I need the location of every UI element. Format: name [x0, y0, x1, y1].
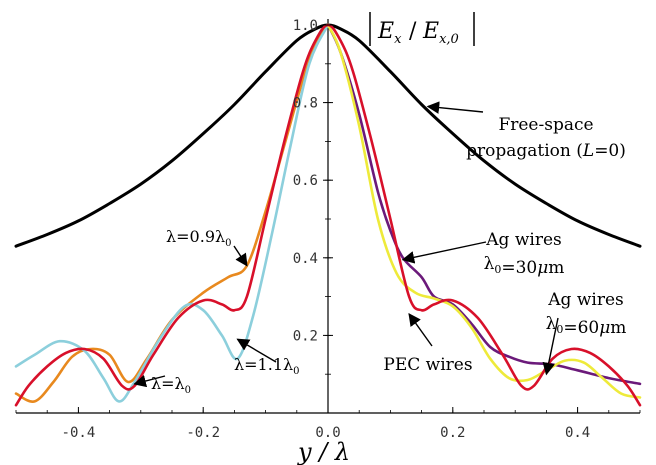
annotation-ag-30: Ag wires λ0=30μm: [401, 230, 565, 278]
annotation-lambda-09: λ=0.9λ0: [166, 227, 248, 267]
annotation-ag-60: Ag wires λ0=60μm: [542, 290, 627, 376]
x-tick-label: -0.2: [186, 425, 220, 441]
annotation-label: Free-space: [498, 115, 593, 135]
series-line-lambda-11: [14, 23, 330, 403]
annotation-free-space: Free-space propagation (L=0): [426, 101, 626, 161]
tick-labels: -0.4 -0.2 0.0 0.2 0.4 0.2 0.4 0.6 0.8 1.0: [15, 18, 641, 441]
x-tick-label: 0.4: [565, 425, 590, 441]
annotation-arrow: [236, 338, 277, 363]
x-tick-label: 0.2: [440, 425, 465, 441]
annotation-arrow: [133, 374, 166, 388]
y-label-numerator: Ex: [377, 19, 402, 47]
annotation-label: λ=λ0: [151, 374, 191, 396]
annotation-lambda-1: λ=λ0: [133, 374, 191, 396]
x-tick-label: -0.4: [62, 425, 96, 441]
annotation-arrow: [401, 241, 487, 264]
annotation-label: λ0=60μm: [546, 314, 627, 338]
annotation-arrow: [233, 245, 248, 267]
annotation-label: propagation (L=0): [466, 141, 626, 161]
annotation-arrow: [426, 101, 484, 114]
x-tick-label: 0.0: [315, 425, 340, 441]
y-label-denominator: Ex,0: [422, 19, 459, 47]
annotation-lambda-11: λ=1.1λ0: [234, 338, 300, 377]
y-tick-label: 0.4: [293, 251, 318, 267]
annotation-label: λ0=30μm: [484, 254, 565, 278]
annotation-pec: PEC wires: [383, 313, 473, 375]
series-line-ag-60: [326, 23, 642, 399]
series-line-ag-30: [326, 23, 642, 386]
annotation-arrow: [542, 317, 559, 376]
annotation-label: λ=0.9λ0: [166, 227, 232, 249]
y-tick-label: 0.8: [293, 96, 318, 112]
series-line-lambda-09: [14, 23, 330, 403]
y-tick-label: 0.2: [293, 328, 318, 344]
x-label-text: y / λ: [297, 438, 350, 465]
annotations: Free-space propagation (L=0) Ag wires λ0=30…: [133, 101, 627, 396]
x-axis-label: y / λ: [297, 438, 350, 465]
y-label-slash: /: [409, 19, 417, 44]
annotation-arrow: [408, 313, 433, 347]
annotation-label: Ag wires: [547, 290, 623, 310]
y-tick-label: 0.6: [293, 173, 318, 189]
y-tick-label: 1.0: [293, 18, 318, 34]
annotation-label: λ=1.1λ0: [234, 355, 300, 377]
annotation-label: Ag wires: [485, 230, 561, 250]
annotation-label: PEC wires: [383, 355, 472, 375]
y-axis-label: Ex / Ex,0: [369, 12, 475, 47]
